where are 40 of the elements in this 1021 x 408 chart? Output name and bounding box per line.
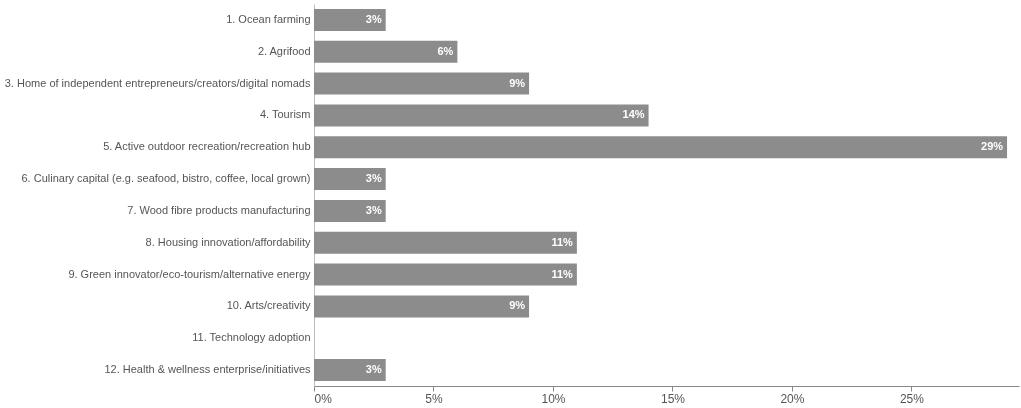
- bar: [314, 199, 386, 222]
- bar: [314, 295, 530, 318]
- bar: [314, 231, 577, 254]
- y-tick-label: 6. Culinary capital (e.g. seafood, bistro, coffee, local grown): [21, 172, 311, 185]
- y-tick-label: 4. Tourism: [259, 108, 311, 121]
- bar: [314, 40, 458, 63]
- x-tick-label: 20%: [780, 391, 805, 406]
- data-label: 11%: [551, 267, 574, 280]
- y-tick-label: 5. Active outdoor recreation/recreation hub: [103, 140, 311, 153]
- data-label: 9%: [509, 76, 526, 89]
- data-label: 3%: [365, 12, 382, 25]
- y-tick-label: 2. Agrifood: [257, 44, 311, 57]
- data-label: 3%: [365, 203, 382, 216]
- y-tick-label: 1. Ocean farming: [226, 12, 311, 25]
- data-label: 29%: [981, 140, 1004, 153]
- y-tick-label: 7. Wood fibre products manufacturing: [127, 203, 311, 216]
- y-tick-label: 11. Technology adoption: [192, 331, 311, 344]
- y-tick-label: 12. Health & wellness enterprise/initiatives: [104, 363, 311, 376]
- bar: [314, 8, 386, 31]
- bar: [314, 72, 530, 95]
- x-tick-label: 0%: [314, 391, 333, 406]
- bar: [314, 168, 386, 191]
- x-tick-label: 15%: [660, 391, 686, 406]
- bar: [314, 359, 386, 382]
- bar: [314, 104, 649, 127]
- bar: [314, 136, 1008, 159]
- data-label: 14%: [622, 108, 645, 121]
- data-label: 11%: [551, 235, 574, 248]
- data-label: 9%: [509, 299, 526, 312]
- y-tick-label: 3. Home of independent entrepreneurs/creators/digital nomads: [4, 76, 311, 89]
- y-tick-label: 8. Housing innovation/affordability: [145, 235, 311, 248]
- data-label: 3%: [365, 363, 382, 376]
- y-tick-label: 9. Green innovator/eco-tourism/alternative energy: [68, 267, 311, 280]
- x-tick-label: 5%: [425, 391, 443, 406]
- x-tick-label: 10%: [541, 391, 566, 406]
- y-tick-label: 10. Arts/creativity: [226, 299, 311, 312]
- data-label: 3%: [365, 172, 382, 185]
- bar: [314, 263, 577, 286]
- data-label: 6%: [437, 44, 454, 57]
- x-tick-label: 25%: [899, 391, 925, 406]
